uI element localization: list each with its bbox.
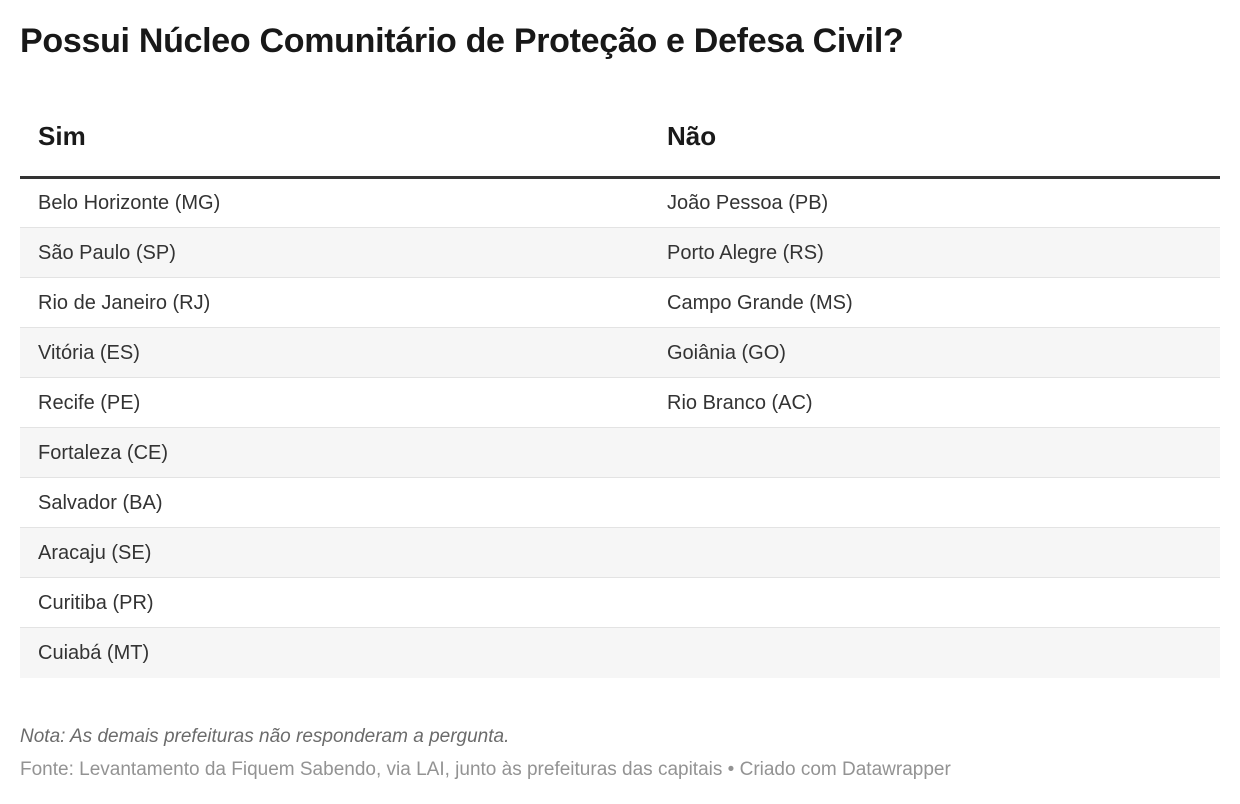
column-header-sim: Sim (20, 120, 649, 179)
table-cell: Fortaleza (CE) (38, 441, 169, 464)
table-row: Curitiba (PR) (20, 577, 1220, 628)
table-cell: Curitiba (PR) (38, 591, 154, 614)
header-row: Sim Não (20, 120, 1220, 179)
table-row: Rio de Janeiro (RJ) Campo Grande (MS) (20, 277, 1220, 328)
source-text: Fonte: Levantamento da Fiquem Sabendo, v… (20, 758, 723, 780)
table-row: Vitória (ES) Goiânia (GO) (20, 327, 1220, 378)
column-header-nao: Não (649, 120, 1220, 179)
table-cell: São Paulo (SP) (38, 241, 176, 264)
table-cell (649, 628, 1220, 678)
datawrapper-attribution[interactable]: Criado com Datawrapper (739, 758, 951, 780)
source-line: Fonte: Levantamento da Fiquem Sabendo, v… (20, 757, 1220, 783)
table-cell: João Pessoa (PB) (667, 192, 829, 214)
table-cell: Recife (PE) (38, 391, 141, 414)
table-row: Aracaju (SE) (20, 527, 1220, 578)
table-cell: Vitória (ES) (38, 341, 140, 364)
chart-footer: Nota: As demais prefeituras não responde… (20, 724, 1220, 783)
table-cell: Belo Horizonte (MG) (38, 192, 221, 214)
table-cell: Campo Grande (MS) (667, 291, 853, 314)
table-cell: Rio de Janeiro (RJ) (38, 291, 211, 314)
table-row: Belo Horizonte (MG) João Pessoa (PB) (20, 178, 1220, 228)
table-cell (649, 578, 1220, 628)
table-row: São Paulo (SP) Porto Alegre (RS) (20, 227, 1220, 278)
capitals-table: Sim Não Belo Horizonte (MG) João Pessoa … (20, 120, 1220, 678)
table-cell: Porto Alegre (RS) (667, 241, 824, 264)
table-row: Cuiabá (MT) (20, 627, 1220, 678)
chart-note: Nota: As demais prefeituras não responde… (20, 725, 510, 747)
table-cell (649, 528, 1220, 578)
source-separator: • (722, 758, 740, 780)
table-cell (649, 478, 1220, 528)
table-cell: Cuiabá (MT) (38, 641, 150, 664)
chart-title: Possui Núcleo Comunitário de Proteção e … (20, 22, 904, 60)
table-cell: Aracaju (SE) (38, 541, 152, 564)
table-cell: Goiânia (GO) (667, 341, 786, 364)
table-row: Fortaleza (CE) (20, 427, 1220, 478)
table-row: Salvador (BA) (20, 477, 1220, 528)
table-cell: Salvador (BA) (38, 491, 163, 514)
table-cell (649, 428, 1220, 478)
table-cell: Rio Branco (AC) (667, 391, 813, 414)
table-row: Recife (PE) Rio Branco (AC) (20, 377, 1220, 428)
